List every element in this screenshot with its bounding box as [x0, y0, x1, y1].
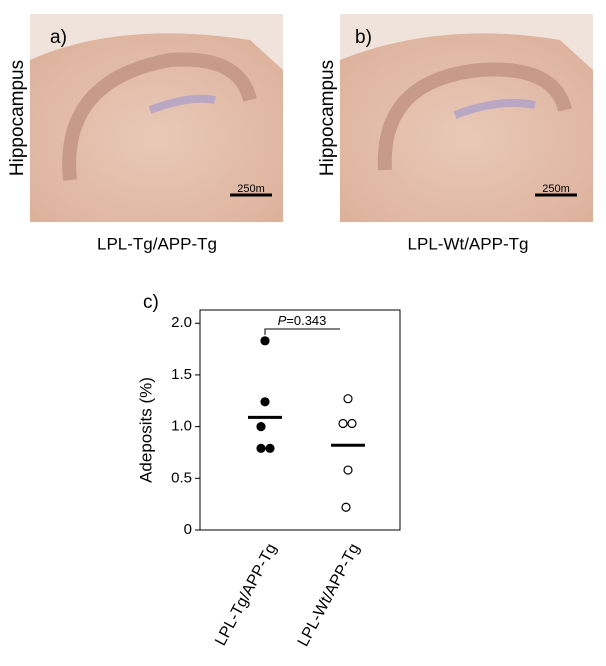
scale-label: 250m [542, 183, 570, 195]
data-point [343, 465, 353, 475]
annotation-text: =0.343 [286, 313, 326, 328]
y-tick-label: 1.0 [171, 418, 192, 435]
data-point [260, 336, 270, 346]
data-point [256, 443, 266, 453]
annotation: P=0.343 [278, 313, 327, 328]
panel-a: 250m a) Hippocampus LPL-Tg/APP-Tg [7, 14, 283, 253]
x-tick-label: LPL-Wt/APP-Tg [295, 541, 363, 649]
caption: LPL-Tg/APP-Tg [97, 234, 217, 253]
hippocampus [377, 62, 572, 171]
plot-frame [199, 309, 401, 531]
dentate-gyrus [453, 98, 536, 119]
data-point [265, 443, 275, 453]
dentate-gyrus [148, 94, 216, 114]
data-point [256, 422, 266, 432]
y-tick-label: 2.0 [171, 314, 192, 331]
annotation-italic: P [278, 313, 287, 328]
hippocampus [62, 52, 257, 181]
panel-letter: c) [143, 292, 159, 313]
y-tick-label: 1.5 [171, 366, 192, 383]
region-label: Hippocampus [317, 60, 338, 176]
tissue [30, 33, 283, 223]
panel-b: 250m b) Hippocampus LPL-Wt/APP-Tg [317, 14, 593, 253]
significance-bracket [264, 328, 340, 335]
caption: LPL-Wt/APP-Tg [408, 234, 529, 253]
y-tick-label: 0.5 [171, 469, 192, 486]
data-point [347, 418, 357, 429]
data-point [260, 397, 270, 407]
scale-label: 250m [237, 183, 265, 195]
region-label: Hippocampus [7, 60, 28, 176]
y-tick-label: 0 [184, 521, 192, 538]
data-point [343, 394, 353, 404]
panel-letter: a) [50, 27, 67, 48]
data-point [341, 502, 351, 512]
y-axis-label: Adeposits (%) [136, 377, 155, 483]
x-tick-label: LPL-Tg/APP-Tg [212, 541, 280, 649]
data-point [338, 418, 348, 429]
panel-letter: b) [355, 27, 372, 48]
